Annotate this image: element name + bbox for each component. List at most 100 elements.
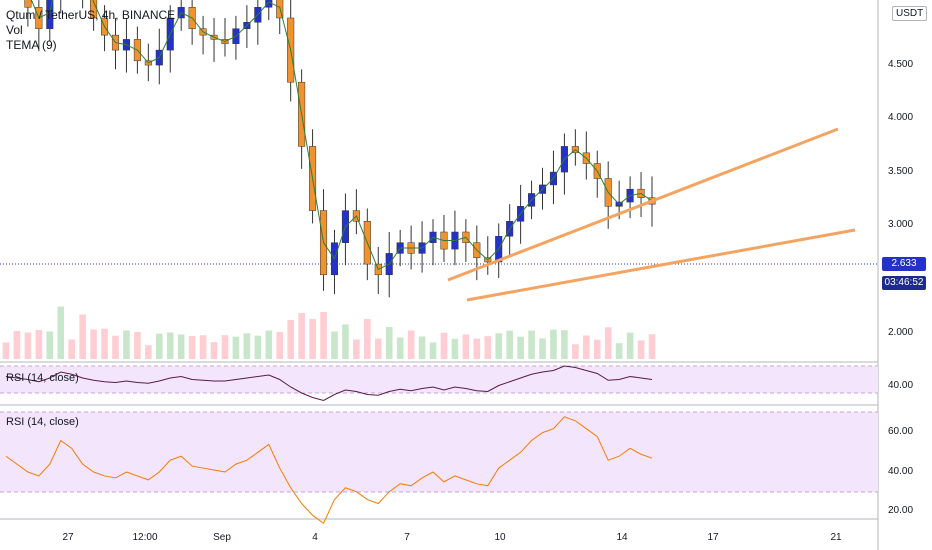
volume-bar [539, 338, 546, 359]
volume-bar [451, 338, 459, 359]
y-tick-label: 4.500 [888, 59, 914, 70]
candle-body[interactable] [90, 0, 98, 19]
x-tick-label: 12:00 [132, 532, 158, 543]
rsi2-line [5, 416, 653, 524]
volume-bar [364, 319, 371, 359]
candle-body[interactable] [24, 0, 32, 8]
volume-bar [331, 331, 338, 359]
chart-legend: Qtum / TetherUS, 4h, BINANCE Vol TEMA (9… [6, 8, 175, 53]
volume-bar [90, 329, 97, 359]
candle-body[interactable] [46, 0, 54, 29]
volume-bar [550, 329, 557, 359]
rsi2-tick-label: 60.00 [888, 426, 914, 437]
volume-bar [604, 327, 612, 359]
rsi2-legend[interactable]: RSI (14, close) [6, 416, 79, 428]
y-tick-label: 2.000 [888, 327, 914, 338]
volume-bar [440, 332, 448, 359]
x-tick-label: 21 [830, 532, 842, 543]
volume-bar [561, 330, 568, 359]
volume-label[interactable]: Vol [6, 23, 23, 37]
volume-bar [254, 335, 262, 359]
rsi1-legend[interactable]: RSI (14, close) [6, 372, 79, 384]
volume-bar [46, 331, 54, 359]
volume-bar [243, 333, 251, 359]
volume-bar [123, 330, 130, 359]
volume-bar [221, 335, 229, 359]
volume-layer [2, 306, 656, 359]
volume-bar [57, 306, 65, 359]
volume-bar [265, 330, 273, 359]
volume-bar [101, 328, 108, 359]
volume-bar [593, 339, 601, 359]
volume-bar [342, 324, 349, 359]
volume-bar [615, 343, 623, 359]
volume-bar [13, 331, 21, 359]
volume-bar [309, 319, 316, 359]
volume-bar [374, 338, 382, 359]
currency-badge[interactable]: USDT [892, 6, 928, 21]
volume-bar [418, 336, 426, 359]
volume-bar [112, 335, 119, 359]
x-tick-label: 17 [707, 532, 719, 543]
volume-bar [396, 337, 404, 359]
volume-bar [2, 342, 10, 359]
volume-bar [572, 344, 579, 359]
volume-bar [156, 333, 163, 359]
x-tick-label: 27 [62, 532, 74, 543]
volume-bar [473, 338, 481, 359]
volume-bar [68, 339, 75, 359]
x-tick-label: 10 [494, 532, 506, 543]
x-tick-label: 4 [312, 532, 318, 543]
volume-bar [407, 330, 415, 359]
last-price-badge: 2.633 [882, 257, 926, 271]
volume-bar [385, 327, 393, 359]
volume-bar [648, 334, 656, 359]
rsi2-tick-label: 40.00 [888, 466, 914, 477]
volume-bar [495, 333, 502, 359]
countdown-badge: 03:46:52 [882, 276, 926, 290]
volume-bar [528, 330, 535, 359]
volume-bar [320, 312, 327, 359]
volume-bar [188, 336, 196, 359]
volume-bar [353, 339, 360, 359]
volume-bar [287, 320, 294, 359]
volume-bar [35, 330, 43, 359]
volume-bar [506, 330, 513, 359]
x-tick-label: 7 [404, 532, 410, 543]
volume-bar [134, 332, 141, 359]
rsi1-line [5, 365, 653, 402]
volume-bar [79, 314, 86, 359]
volume-bar [145, 345, 152, 359]
volume-bar [199, 335, 207, 359]
volume-bar [177, 334, 185, 359]
volume-bar [276, 332, 284, 359]
volume-bar [298, 313, 305, 359]
volume-bar [517, 336, 524, 359]
volume-bar [462, 334, 470, 359]
y-tick-label: 3.000 [888, 219, 914, 230]
volume-bar [626, 332, 634, 359]
candle-body[interactable] [265, 0, 273, 8]
volume-bar [210, 342, 218, 359]
y-tick-label: 3.500 [888, 166, 914, 177]
y-tick-label: 4.000 [888, 112, 914, 123]
volume-bar [484, 336, 492, 359]
tema-label[interactable]: TEMA (9) [6, 38, 57, 52]
volume-bar [429, 342, 437, 359]
rsi1-tick-label: 40.00 [888, 380, 914, 391]
volume-bar [637, 340, 645, 359]
x-tick-label: 14 [616, 532, 628, 543]
rsi2-band [0, 412, 878, 492]
volume-bar [24, 332, 32, 359]
tema-line [30, 0, 653, 271]
trendline-layer[interactable] [447, 127, 856, 302]
rsi2-tick-label: 20.00 [888, 505, 914, 516]
volume-bar [166, 332, 174, 359]
trendline[interactable] [447, 127, 839, 282]
volume-bar [583, 335, 590, 359]
x-tick-label: Sep [213, 532, 231, 543]
volume-bar [232, 336, 240, 359]
symbol-label[interactable]: Qtum / TetherUS, 4h, BINANCE [6, 8, 176, 22]
trendline[interactable] [466, 228, 856, 302]
